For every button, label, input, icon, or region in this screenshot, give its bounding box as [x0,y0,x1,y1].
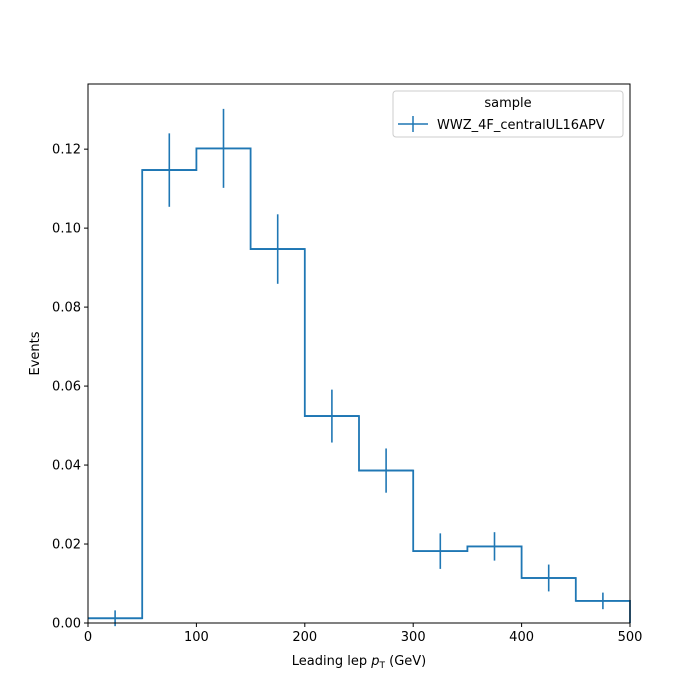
x-tick-label: 200 [292,630,317,645]
y-tick-label: 0.00 [52,617,81,632]
x-tick-label: 400 [509,630,534,645]
y-axis-label: Events [28,331,43,375]
legend-box [392,90,624,138]
y-tick-label: 0.12 [52,143,81,158]
y-axis: 0.00 0.02 0.04 0.06 0.08 0.10 0.12 [52,143,88,632]
y-tick-label: 0.08 [52,301,81,316]
x-tick-label: 100 [184,630,209,645]
y-tick-label: 0.06 [52,380,81,395]
legend-title: sample [484,96,531,111]
y-tick-label: 0.04 [52,459,81,474]
x-axis-label: Leading lep pT (GeV) [292,654,426,671]
legend: sample WWZ_4F_centralUL16APV [392,90,624,138]
y-tick-label: 0.02 [52,538,81,553]
series-layer [88,108,631,627]
plot-frame [87,83,631,624]
x-axis: 0 100 200 300 400 500 [84,623,643,645]
legend-label: WWZ_4F_centralUL16APV [437,118,605,133]
x-tick-label: 300 [401,630,426,645]
x-tick-label: 0 [84,630,92,645]
x-tick-label: 500 [618,630,643,645]
y-tick-label: 0.10 [52,222,81,237]
